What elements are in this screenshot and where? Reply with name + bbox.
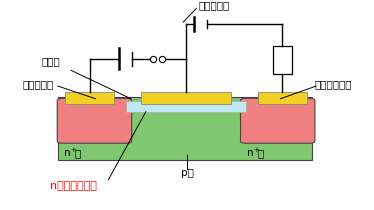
FancyBboxPatch shape — [240, 98, 315, 143]
FancyBboxPatch shape — [273, 46, 292, 74]
FancyBboxPatch shape — [141, 92, 231, 104]
Text: +: + — [70, 147, 76, 152]
Text: ドレイン電極: ドレイン電極 — [314, 79, 352, 89]
FancyBboxPatch shape — [58, 97, 312, 160]
Text: ゲート電極: ゲート電極 — [198, 0, 230, 10]
Text: n: n — [247, 148, 254, 158]
Text: +: + — [254, 147, 260, 152]
Text: 層: 層 — [257, 148, 264, 158]
FancyBboxPatch shape — [57, 98, 132, 143]
Text: n: n — [64, 148, 70, 158]
FancyBboxPatch shape — [65, 92, 114, 104]
Text: 層: 層 — [74, 148, 80, 158]
Text: n型チャンネル: n型チャンネル — [50, 181, 97, 191]
Text: p層: p層 — [181, 168, 193, 178]
FancyBboxPatch shape — [126, 101, 246, 112]
Text: ソース電極: ソース電極 — [22, 79, 54, 89]
FancyBboxPatch shape — [258, 92, 307, 104]
Text: 絶縁膜: 絶縁膜 — [41, 56, 60, 66]
